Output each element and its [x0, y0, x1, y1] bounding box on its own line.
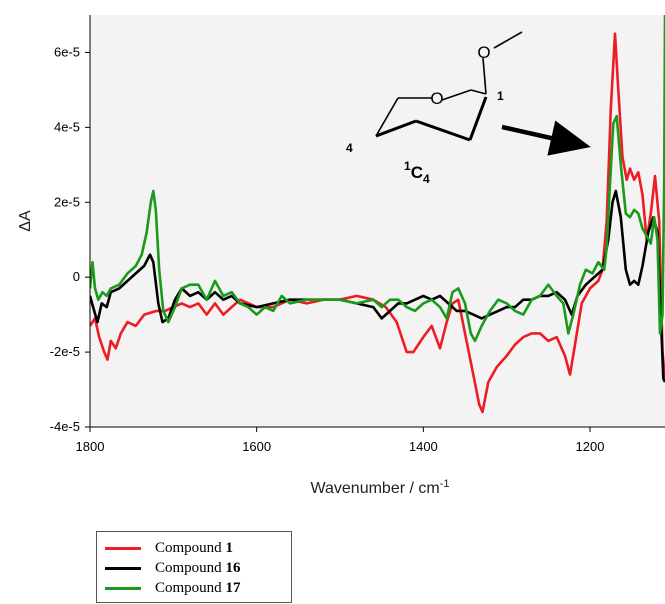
inset-arrow [501, 120, 591, 156]
legend-swatch [105, 566, 141, 570]
legend-label: Compound 17 [155, 579, 241, 596]
legend-item-compound-1: Compound 1 [105, 538, 233, 558]
ring-oxygen-label: O [430, 89, 443, 108]
x-tick-label: 1600 [242, 439, 271, 454]
x-tick-label: 1800 [76, 439, 105, 454]
methoxy-oxygen-label: O [477, 43, 490, 62]
y-tick-label: -4e-5 [50, 419, 80, 434]
carbon-1-label: 1 [497, 89, 504, 103]
x-tick-label: 1200 [576, 439, 605, 454]
legend-swatch [105, 586, 141, 590]
y-tick-label: 0 [73, 269, 80, 284]
legend-swatch [105, 546, 141, 550]
legend-label: Compound 16 [155, 559, 241, 576]
x-axis-label: Wavenumber / cm-1 [311, 478, 450, 497]
series-line-compound-17 [90, 15, 665, 343]
y-tick-label: 2e-5 [54, 194, 80, 209]
series-line-compound-16 [90, 189, 665, 383]
y-tick-label: 6e-5 [54, 44, 80, 59]
legend-item-compound-16: Compound 16 [105, 558, 240, 578]
legend: Compound 1 Compound 16 Compound 17 [96, 531, 292, 603]
series-layer [90, 15, 665, 414]
legend-item-compound-17: Compound 17 [105, 578, 240, 598]
y-tick-label: -2e-5 [50, 344, 80, 359]
y-tick-label: 4e-5 [54, 119, 80, 134]
plot-area [90, 15, 665, 427]
x-tick-label: 1400 [409, 439, 438, 454]
conformation-label: 1C4 [404, 159, 430, 186]
spectrum-chart: 1800 1600 1400 1200 -4e-5 -2e-5 0 2e-5 4e-5 6e-5… [17, 15, 665, 497]
y-axis-label: ΔA [17, 210, 34, 232]
legend-label: Compound 1 [155, 539, 233, 556]
series-line-compound-1 [90, 32, 665, 414]
y-ticks: -4e-5 -2e-5 0 2e-5 4e-5 6e-5 [50, 44, 90, 434]
carbon-4-label: 4 [346, 141, 353, 155]
molecule-inset [375, 31, 523, 142]
x-ticks: 1800 1600 1400 1200 [76, 427, 605, 454]
